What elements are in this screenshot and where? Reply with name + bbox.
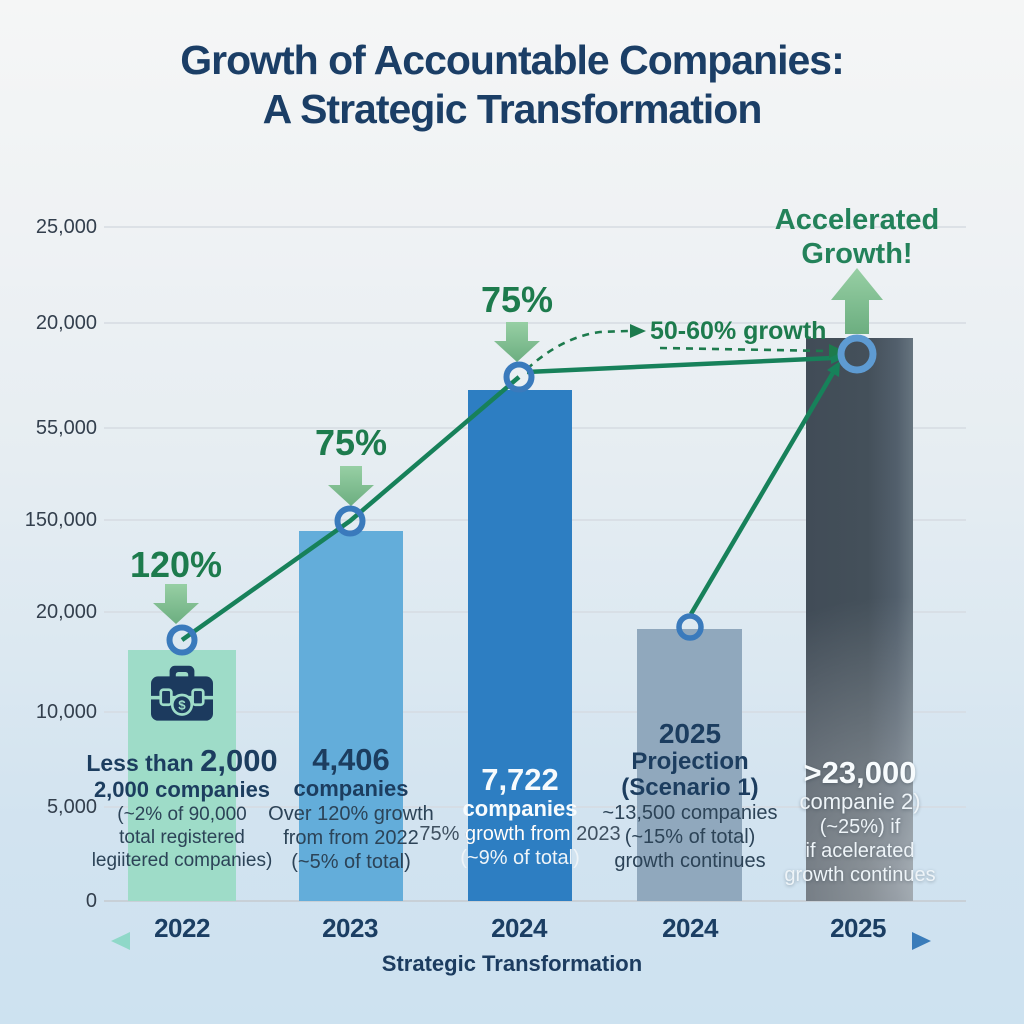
y-tick-label: 20,000 bbox=[35, 312, 97, 334]
trend-marker-2022 bbox=[166, 624, 198, 656]
accelerated-growth-line2: Growth! bbox=[801, 238, 913, 270]
y-tick-label: 150,000 bbox=[24, 509, 97, 531]
dashed-growth-line bbox=[526, 329, 629, 370]
bar-2025-line5: growth continues bbox=[784, 864, 936, 886]
down-arrow-icon bbox=[494, 322, 540, 362]
bar-2024p-line6: growth continues bbox=[614, 850, 766, 872]
bar-2025-line2: companie 2) bbox=[799, 789, 921, 814]
bar-2024p-line4: ~13,500 companies bbox=[602, 802, 778, 824]
growth-annotation-mid: 50-60% growth bbox=[650, 317, 827, 345]
page-title-line1: Growth of Accountable Companies: bbox=[180, 37, 845, 83]
bar-2024p-line1: 2025 bbox=[658, 718, 722, 749]
growth-annotation-2023: 75% bbox=[314, 422, 388, 463]
bar-2025-line3: (~25%) if bbox=[819, 816, 901, 838]
growth-annotation-2024: 75% bbox=[480, 279, 554, 320]
bar-2023-line2: companies bbox=[293, 776, 409, 801]
bar-2024-line1: 7,722 bbox=[481, 762, 559, 797]
bar-2024p-line3: (Scenario 1) bbox=[621, 774, 759, 801]
arrowhead-icon bbox=[630, 324, 646, 338]
x-axis-label-2023: 2023 bbox=[322, 913, 378, 943]
bar-2024-callout: 7,722 companies 75% growth from 2023 75%… bbox=[360, 763, 680, 870]
accelerated-growth-line1: Accelerated bbox=[774, 204, 940, 236]
y-tick-label: 25,000 bbox=[35, 216, 97, 238]
bar-2022-line1-value: 2,000 bbox=[200, 743, 278, 778]
down-arrow-icon bbox=[153, 584, 199, 624]
x-axis-label-2024: 2024 bbox=[491, 913, 547, 943]
page-title-line2: A Strategic Transformation bbox=[262, 86, 763, 132]
dollar-glyph: $ bbox=[178, 698, 186, 713]
accelerated-growth-annotation: Accelerated Growth! bbox=[757, 203, 957, 271]
gridline bbox=[104, 226, 966, 228]
y-tick-label: 5,000 bbox=[46, 796, 97, 818]
y-tick-label: 0 bbox=[85, 890, 97, 912]
page-title: Growth of Accountable Companies: A Strat… bbox=[0, 36, 1024, 134]
x-axis-label-2024b: 2024 bbox=[662, 913, 718, 943]
bar-2024-line2: companies bbox=[462, 796, 578, 821]
trend-marker-2024 bbox=[503, 361, 535, 393]
x-axis-label-2025: 2025 bbox=[830, 913, 886, 943]
x-axis-baseline bbox=[104, 900, 966, 902]
gridline bbox=[104, 322, 966, 324]
bar-2022-line4: total registered bbox=[119, 827, 245, 848]
bar-2025-callout: >23,000 companie 2) (~25%) if if acelera… bbox=[700, 756, 1020, 887]
dashed-projection-line bbox=[659, 346, 829, 353]
briefcase-dollar-icon: $ bbox=[151, 665, 213, 721]
bar-2024p-line5: (~15% of total) bbox=[624, 826, 756, 848]
growth-annotation-2022: 120% bbox=[129, 544, 223, 585]
bar-2022-line5: legiitered companies) bbox=[91, 850, 273, 871]
bar-2024-line3-inside: 75% growth from 2023 bbox=[419, 823, 621, 845]
down-arrow-icon bbox=[328, 466, 374, 506]
trend-marker-2023 bbox=[334, 505, 366, 537]
bar-2023-callout: 4,406 companies Over 120% growth from fr… bbox=[191, 743, 511, 874]
bar-2024p-line2: Projection bbox=[631, 748, 749, 775]
bar-2024-projection-callout: 2025 Projection (Scenario 1) ~13,500 com… bbox=[530, 719, 850, 873]
y-tick-label: 20,000 bbox=[35, 601, 97, 623]
timeline-label: Strategic Transformation bbox=[381, 951, 643, 976]
bar-2023-line5: (~5% of total) bbox=[291, 851, 411, 873]
bar-2024-line3: 75% growth from 2023 75% growth from 202… bbox=[419, 822, 620, 846]
x-axis-label-2022: 2022 bbox=[154, 913, 210, 943]
y-tick-label: 55,000 bbox=[35, 417, 97, 439]
up-arrow-icon bbox=[831, 268, 883, 334]
bar-2022-line2: 2,000 companies bbox=[93, 777, 271, 802]
bar-2025-line1: >23,000 bbox=[803, 755, 917, 790]
bar-2022-line1-prefix: Less than bbox=[86, 750, 201, 776]
bar-2022-callout: Less than 2,000 2,000 companies (~2% of … bbox=[22, 744, 342, 872]
bar-2023-line4: from from 2022 bbox=[283, 827, 419, 849]
bar-2023-line1: 4,406 bbox=[312, 742, 390, 777]
trend-line-to-2025 bbox=[526, 355, 834, 375]
bar-2023-line3: Over 120% growth bbox=[268, 803, 434, 825]
bar-2024-projection bbox=[637, 629, 742, 901]
bar-2024-line4: (~9% of total) bbox=[460, 847, 580, 869]
y-tick-label: 10,000 bbox=[35, 701, 97, 723]
bar-2022-line1: Less than 2,000 bbox=[86, 744, 277, 777]
bar-2024-line3-outside: 75% growth from 2023 bbox=[419, 823, 621, 845]
bar-2022-line3: (~2% of 90,000 bbox=[117, 804, 247, 825]
bar-2025-line4: if acelerated bbox=[805, 840, 915, 862]
